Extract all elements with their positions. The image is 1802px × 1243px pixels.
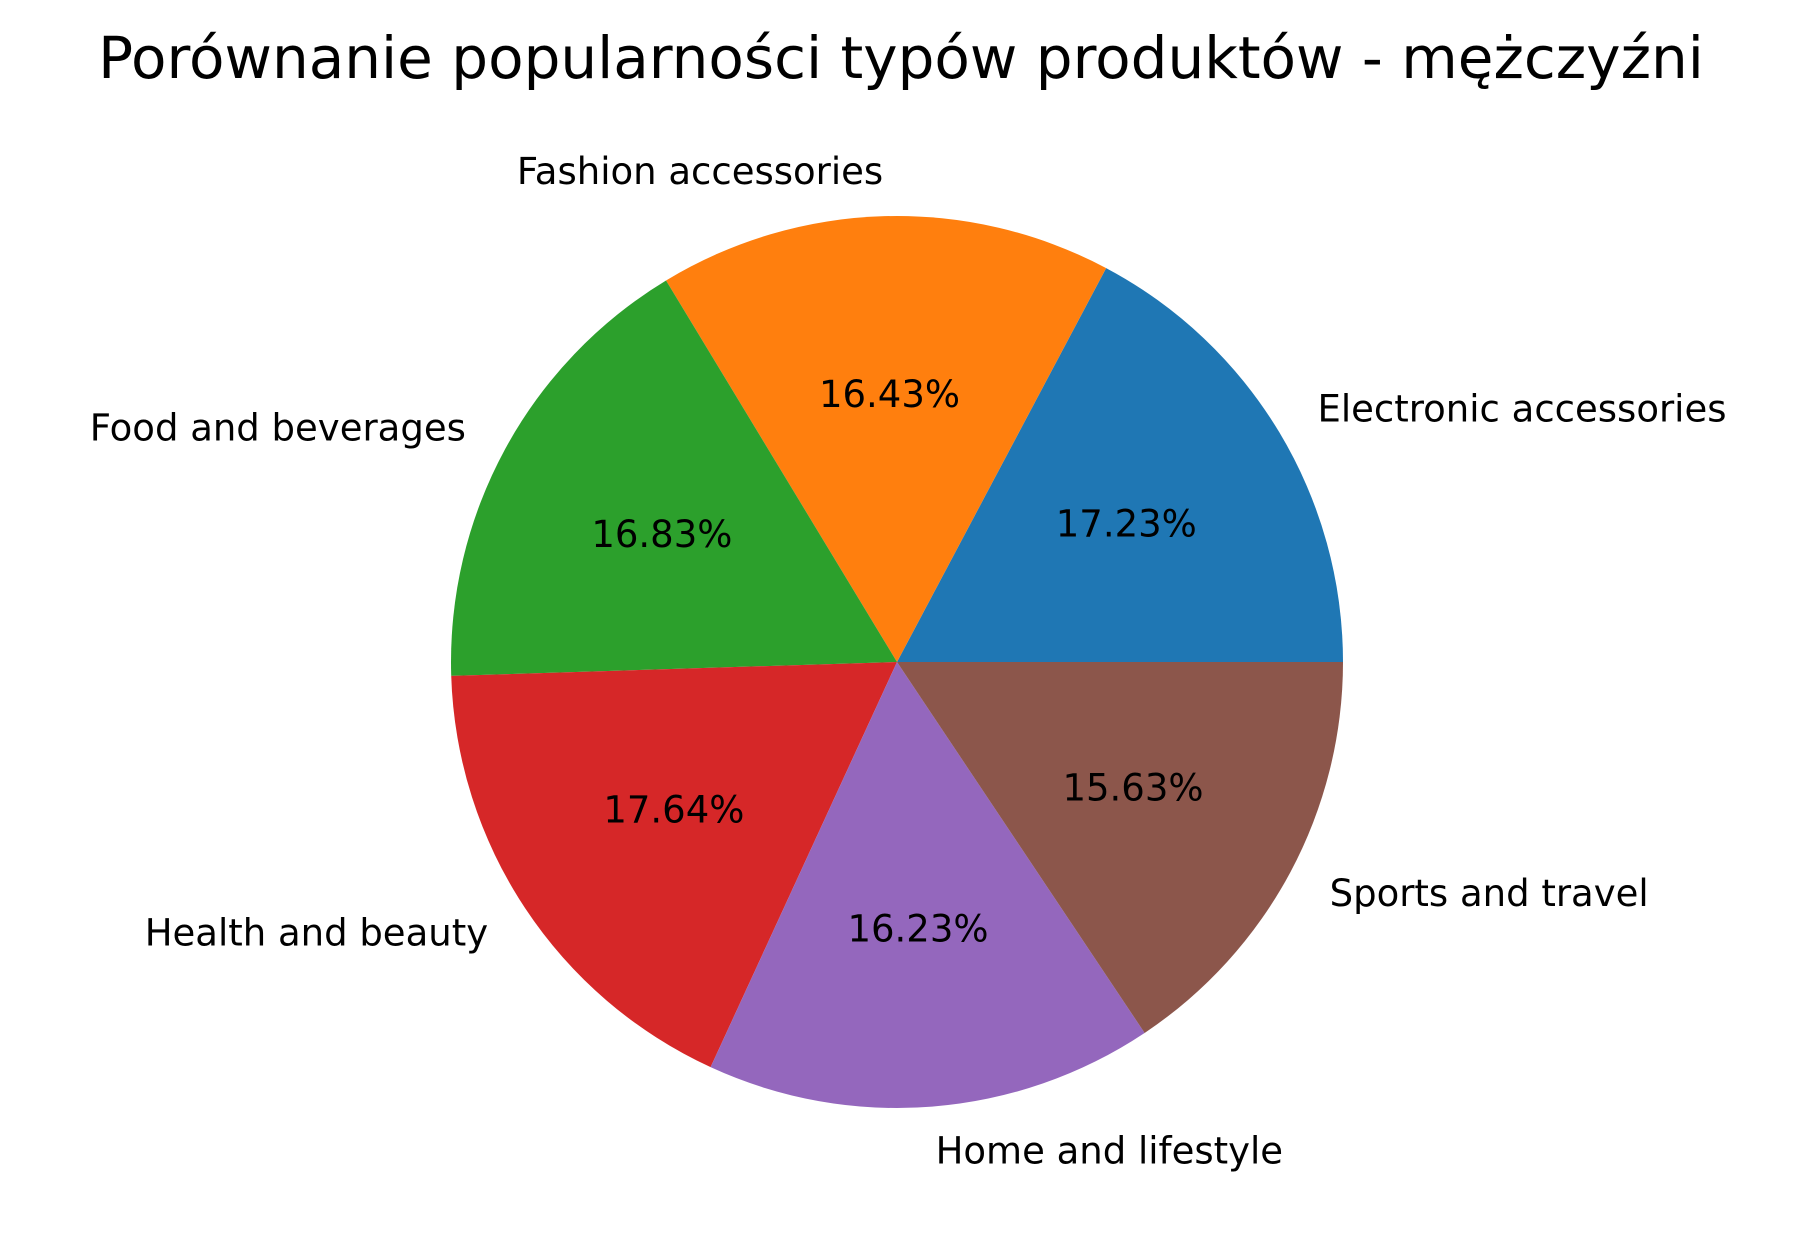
percentage-label-home-and-lifestyle: 16.23%	[847, 907, 988, 950]
pie-slice-home-and-lifestyle	[710, 662, 1145, 1109]
category-label-fashion-accessories: Fashion accessories	[517, 150, 883, 193]
percentage-labels: 17.23% 16.43% 16.83% 17.64% 16.23% 15.63%	[591, 373, 1203, 950]
category-label-home-and-lifestyle: Home and lifestyle	[936, 1130, 1283, 1173]
category-labels: Electronic accessories Fashion accessorie…	[90, 150, 1727, 1173]
category-label-food-and-beverages: Food and beverages	[90, 406, 466, 449]
pie-slice-food-and-beverages	[451, 280, 897, 676]
pie-slice-sports-and-travel	[897, 662, 1343, 1033]
chart-title: Porównanie popularności typów produktów …	[98, 24, 1704, 92]
category-label-health-and-beauty: Health and beauty	[145, 912, 488, 955]
percentage-label-food-and-beverages: 16.83%	[591, 513, 732, 556]
pie-slices	[451, 215, 1343, 1109]
category-label-sports-and-travel: Sports and travel	[1330, 872, 1649, 915]
percentage-label-health-and-beauty: 17.64%	[603, 788, 744, 831]
percentage-label-fashion-accessories: 16.43%	[819, 373, 960, 416]
percentage-label-electronic-accessories: 17.23%	[1056, 503, 1197, 546]
pie-slice-health-and-beauty	[451, 662, 897, 1068]
pie-slice-electronic-accessories	[897, 268, 1343, 662]
percentage-label-sports-and-travel: 15.63%	[1062, 767, 1203, 810]
pie-slice-fashion-accessories	[666, 215, 1107, 662]
category-label-electronic-accessories: Electronic accessories	[1318, 388, 1727, 431]
